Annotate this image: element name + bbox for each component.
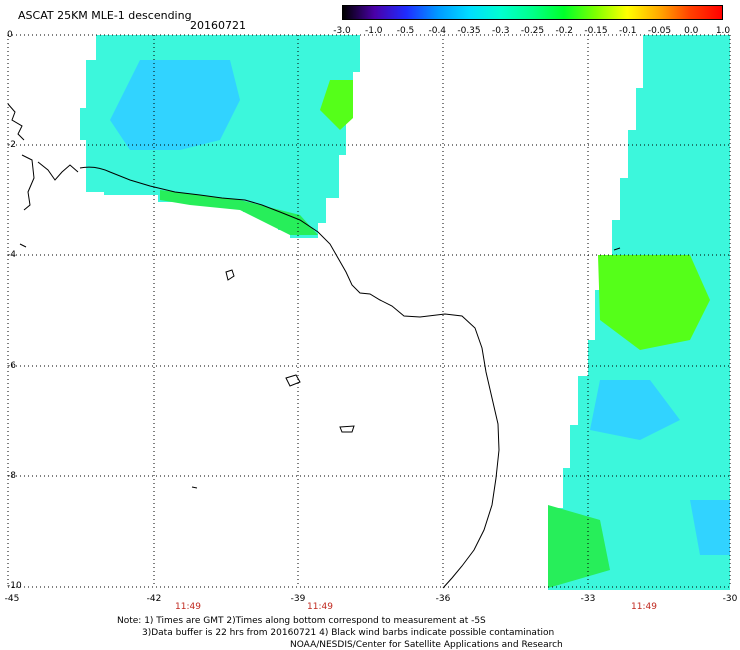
colorbar-label: -0.2	[555, 26, 574, 36]
y-axis-label: 0	[7, 30, 13, 40]
y-axis-label: -2	[7, 140, 16, 150]
colorbar-label: -0.05	[647, 26, 672, 36]
colorbar-label: -0.15	[584, 26, 608, 36]
y-axis-label: -10	[7, 581, 22, 591]
colorbar-label: -0.25	[520, 26, 545, 36]
x-axis-label: -42	[146, 594, 162, 604]
footer-note-2: 3)Data buffer is 22 hrs from 20160721 4)…	[142, 628, 555, 638]
colorbar-label: -0.1	[618, 26, 637, 36]
colorbar-labels: -3.0 -1.0 -0.5 -0.4 -0.35 -0.3 -0.25 -0.2 -0.15-…	[330, 26, 735, 38]
time-label: 11:49	[175, 602, 201, 612]
map-date: 20160721	[190, 19, 246, 32]
swath-right	[548, 35, 730, 590]
colorbar-label: -0.5	[396, 26, 415, 36]
colorbar-label: -0.3	[491, 26, 510, 36]
colorbar-label: -3.0	[333, 26, 351, 36]
colorbar	[342, 5, 723, 20]
map-title: ASCAT 25KM MLE-1 descending	[18, 9, 192, 22]
colorbar-label: -0.35	[457, 26, 481, 36]
coastline	[7, 103, 621, 589]
colorbar-label: -0.4	[428, 26, 447, 36]
x-axis-label: -30	[722, 594, 738, 604]
grid-lines	[7, 34, 731, 588]
footer-note-1: Note: 1) Times are GMT 2)Times along bot…	[117, 616, 486, 626]
x-axis-label: -39	[290, 594, 306, 604]
colorbar-label: 1.0	[715, 26, 731, 36]
x-axis-label: -45	[4, 594, 20, 604]
y-axis-label: -8	[7, 471, 16, 481]
y-axis-label: -4	[7, 250, 16, 260]
time-label: 11:49	[307, 602, 333, 612]
time-label: 11:49	[631, 602, 657, 612]
footer-credit: NOAA/NESDIS/Center for Satellite Applica…	[290, 640, 563, 650]
swath-left	[80, 35, 360, 238]
colorbar-label: -1.0	[364, 26, 383, 36]
y-axis-label: -6	[7, 361, 16, 371]
colorbar-label: 0.0	[684, 26, 699, 36]
x-axis-label: -36	[435, 594, 451, 604]
x-axis-label: -33	[580, 594, 596, 604]
